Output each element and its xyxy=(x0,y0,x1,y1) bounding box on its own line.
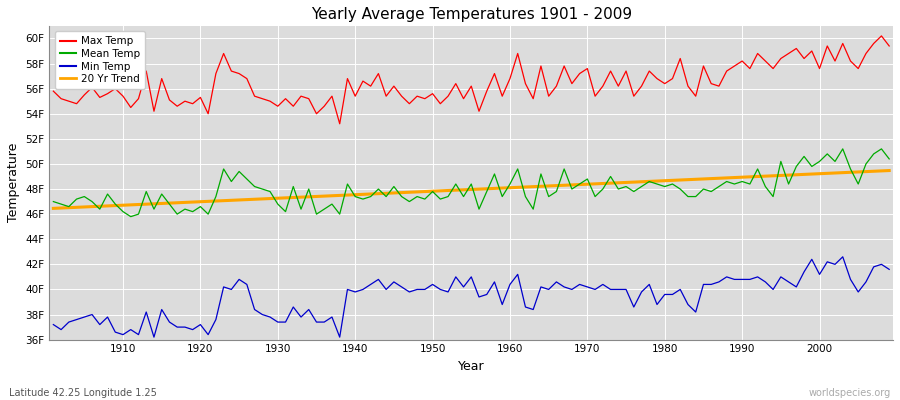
Title: Yearly Average Temperatures 1901 - 2009: Yearly Average Temperatures 1901 - 2009 xyxy=(310,7,632,22)
Text: Latitude 42.25 Longitude 1.25: Latitude 42.25 Longitude 1.25 xyxy=(9,388,157,398)
Y-axis label: Temperature: Temperature xyxy=(7,143,20,222)
X-axis label: Year: Year xyxy=(458,360,484,373)
Legend: Max Temp, Mean Temp, Min Temp, 20 Yr Trend: Max Temp, Mean Temp, Min Temp, 20 Yr Tre… xyxy=(55,31,145,89)
Text: worldspecies.org: worldspecies.org xyxy=(809,388,891,398)
